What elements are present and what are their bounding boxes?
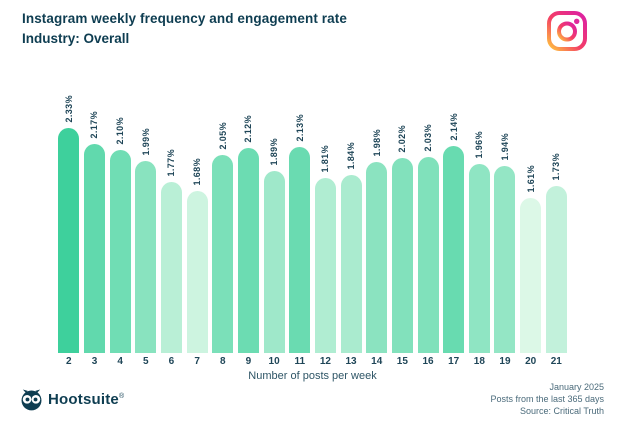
bar-value-label: 1.84%: [346, 142, 357, 170]
bar-column: 1.96%: [468, 90, 491, 353]
bar-column: 1.73%: [545, 90, 567, 353]
x-tick-label: 7: [194, 356, 200, 367]
bar-column: 2.14%: [443, 90, 465, 353]
note-date: January 2025: [549, 382, 604, 392]
x-tick-label: 15: [396, 356, 408, 367]
bar: [443, 146, 465, 353]
bar-value-label: 2.03%: [423, 124, 434, 152]
bar: [263, 171, 285, 353]
x-tick-label: 18: [473, 356, 485, 367]
bar-column: 2.12%: [237, 90, 260, 353]
x-tick-label: 12: [319, 356, 331, 367]
hootsuite-wordmark: Hootsuite®: [48, 391, 125, 408]
bar-value-label: 1.96%: [474, 131, 485, 159]
bar-value-label: 2.10%: [115, 117, 126, 145]
x-tick-label: 16: [422, 356, 434, 367]
bar-value-label: 2.14%: [448, 113, 459, 141]
tick-row: 2 3 4 5 6 7 8 9 10 11 12 13 14 15 16 17 18 19 20 21: [58, 356, 567, 367]
bar: [417, 157, 439, 353]
hootsuite-logo: Hootsuite®: [20, 388, 124, 411]
x-axis-label: Number of posts per week: [248, 370, 377, 382]
x-tick-label: 10: [268, 356, 280, 367]
x-tick-label: 8: [219, 356, 226, 367]
x-tick-label: 14: [371, 356, 383, 367]
bar-column: 1.61%: [520, 90, 542, 353]
bar-column: 1.68%: [186, 90, 208, 353]
bar-column: 1.81%: [314, 90, 337, 353]
source-notes: January 2025 Posts from the last 365 day…: [490, 381, 604, 417]
bar-column: 2.13%: [289, 90, 311, 353]
bar-value-label: 1.89%: [269, 138, 280, 166]
bar: [109, 150, 131, 353]
bar-column: 2.17%: [83, 90, 106, 353]
bar-column: 2.33%: [58, 90, 80, 353]
x-tick-label: 11: [294, 356, 306, 367]
bar-column: 1.84%: [340, 90, 362, 353]
x-tick-label: 19: [499, 356, 511, 367]
bar-column: 2.02%: [391, 90, 414, 353]
bar-column: 2.10%: [109, 90, 131, 353]
bar-chart: 2.33% 2.17% 2.10% 1.99% 1.77% 1.68% 2.05% 2.12%…: [58, 90, 567, 382]
bar-value-label: 1.61%: [525, 165, 536, 193]
bar-value-label: 1.81%: [320, 145, 331, 173]
x-tick-label: 2: [66, 356, 72, 367]
chart-title: Instagram weekly frequency and engagemen…: [22, 11, 347, 26]
bar-value-label: 2.02%: [397, 125, 408, 153]
x-tick-label: 13: [345, 356, 357, 367]
bar: [135, 161, 157, 353]
bar: [545, 186, 567, 353]
bar-value-label: 1.77%: [166, 149, 177, 177]
bar-column: 1.94%: [494, 90, 516, 353]
x-tick-label: 9: [245, 356, 252, 367]
x-tick-label: 17: [448, 356, 460, 367]
bar: [468, 164, 490, 353]
bar: [391, 158, 413, 353]
bar: [289, 147, 311, 353]
bar-value-label: 1.73%: [551, 153, 562, 181]
bar-value-label: 1.99%: [140, 128, 151, 156]
bar: [340, 175, 362, 353]
bar: [160, 182, 182, 353]
hootsuite-owl-icon: [20, 388, 43, 411]
bar-value-label: 1.94%: [499, 133, 510, 161]
bar: [212, 155, 234, 353]
x-tick-label: 3: [91, 356, 98, 367]
bar: [186, 191, 208, 353]
bar-value-label: 2.17%: [89, 111, 100, 139]
bar-column: 2.05%: [212, 90, 234, 353]
bar-value-label: 2.12%: [243, 115, 254, 143]
bar: [314, 178, 336, 353]
x-tick-label: 4: [117, 356, 123, 367]
bar-column: 1.77%: [160, 90, 183, 353]
bar-column: 1.99%: [135, 90, 157, 353]
chart-subtitle: Industry: Overall: [22, 31, 130, 46]
registered-mark: ®: [118, 393, 125, 400]
bar-column: 2.03%: [417, 90, 439, 353]
bar-value-label: 2.05%: [217, 122, 228, 150]
bar-value-label: 2.33%: [63, 95, 74, 123]
bar: [83, 144, 105, 353]
bar: [520, 198, 542, 353]
x-tick-label: 21: [550, 356, 562, 367]
bar-column: 1.89%: [263, 90, 285, 353]
bar-columns: 2.33% 2.17% 2.10% 1.99% 1.77% 1.68% 2.05% 2.12%…: [58, 90, 567, 353]
note-source: Source: Critical Truth: [519, 406, 604, 417]
bar: [58, 128, 80, 353]
x-tick-label: 6: [168, 356, 175, 367]
instagram-icon: [546, 10, 588, 57]
bar: [366, 162, 388, 353]
bar: [494, 166, 516, 353]
bar: [237, 148, 259, 353]
bar-value-label: 1.98%: [371, 129, 382, 157]
note-range: Posts from the last 365 days: [490, 394, 604, 405]
bar-value-label: 2.13%: [294, 114, 305, 142]
x-tick-label: 5: [143, 356, 149, 367]
x-tick-label: 20: [525, 356, 537, 367]
bar-column: 1.98%: [366, 90, 388, 353]
bar-value-label: 1.68%: [192, 158, 203, 186]
